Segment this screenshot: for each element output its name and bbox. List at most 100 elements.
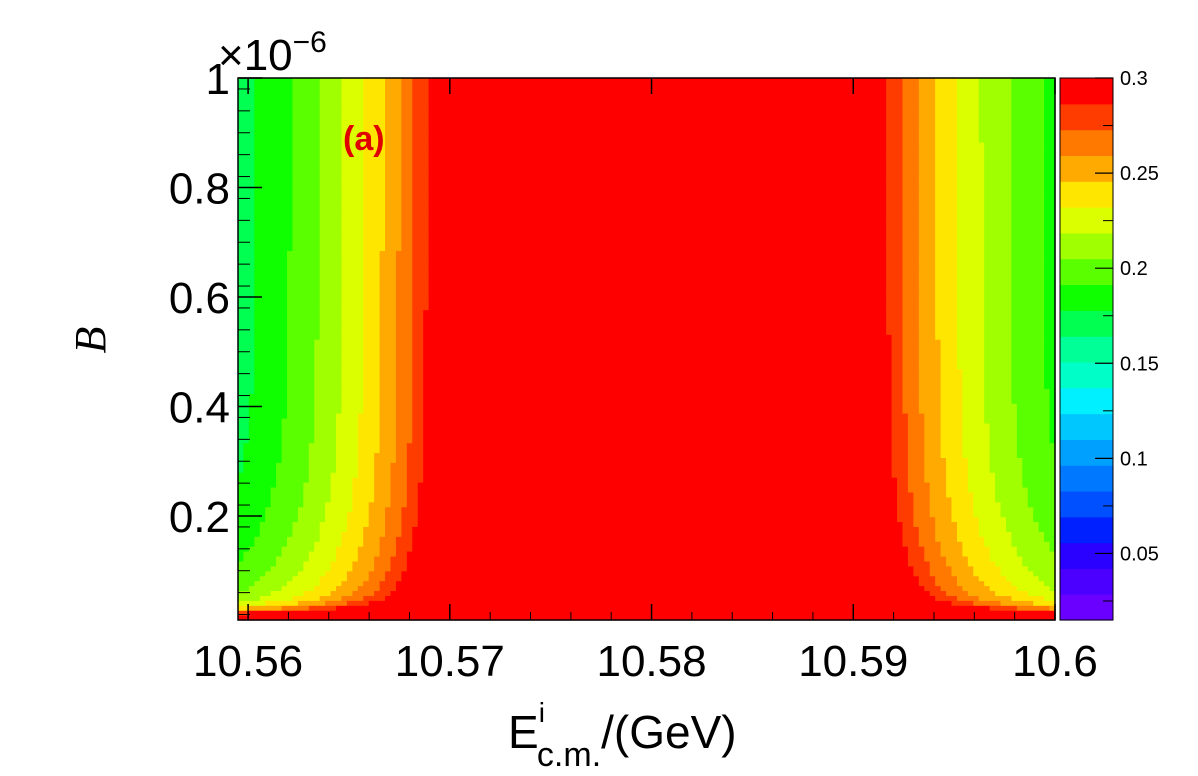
heatmap-cell	[483, 467, 489, 473]
heatmap-cell	[287, 172, 293, 178]
heatmap-cell	[309, 526, 315, 532]
heatmap-cell	[472, 413, 478, 419]
heatmap-cell	[472, 206, 478, 212]
heatmap-cell	[282, 482, 288, 488]
heatmap-cell	[369, 315, 375, 321]
heatmap-cell	[483, 502, 489, 508]
heatmap-cell	[369, 334, 375, 340]
heatmap-cell	[407, 167, 413, 173]
heatmap-cell	[243, 452, 249, 458]
heatmap-cell	[467, 443, 473, 449]
heatmap-cell	[325, 413, 331, 419]
heatmap-cell	[238, 452, 244, 458]
heatmap-cell	[467, 300, 473, 306]
heatmap-cell	[445, 295, 451, 301]
heatmap-cell	[369, 88, 375, 94]
heatmap-cell	[243, 196, 249, 202]
heatmap-cell	[314, 561, 320, 567]
heatmap-cell	[369, 319, 375, 325]
heatmap-cell	[276, 467, 282, 473]
heatmap-cell	[341, 280, 347, 286]
heatmap-cell	[276, 472, 282, 478]
heatmap-cell	[412, 369, 418, 375]
heatmap-cell	[445, 177, 451, 183]
heatmap-cell	[336, 98, 342, 104]
heatmap-cell	[450, 452, 456, 458]
heatmap-cell	[407, 369, 413, 375]
heatmap-cell	[412, 339, 418, 345]
heatmap-cell	[450, 492, 456, 498]
heatmap-cell	[358, 600, 364, 606]
heatmap-cell	[243, 191, 249, 197]
heatmap-cell	[483, 512, 489, 518]
heatmap-cell	[265, 566, 271, 572]
heatmap-cell	[429, 433, 435, 439]
heatmap-cell	[396, 250, 402, 256]
heatmap-cell	[478, 507, 484, 513]
heatmap-cell	[341, 403, 347, 409]
heatmap-cell	[287, 433, 293, 439]
heatmap-cell	[396, 83, 402, 89]
heatmap-cell	[347, 246, 353, 252]
heatmap-cell	[440, 162, 446, 168]
heatmap-cell	[336, 403, 342, 409]
heatmap-cell	[461, 369, 467, 375]
heatmap-cell	[303, 467, 309, 473]
heatmap-cell	[385, 507, 391, 513]
heatmap-cell	[434, 433, 440, 439]
heatmap-cell	[254, 418, 260, 424]
heatmap-cell	[380, 339, 386, 345]
heatmap-cell	[358, 521, 364, 527]
heatmap-cell	[461, 265, 467, 271]
heatmap-cell	[292, 196, 298, 202]
heatmap-cell	[347, 556, 353, 562]
heatmap-cell	[331, 88, 337, 94]
heatmap-cell	[450, 305, 456, 311]
heatmap-cell	[412, 78, 418, 84]
heatmap-cell	[423, 423, 429, 429]
heatmap-cell	[423, 260, 429, 266]
heatmap-cell	[401, 319, 407, 325]
heatmap-cell	[303, 83, 309, 89]
heatmap-cell	[282, 319, 288, 325]
heatmap-cell	[303, 497, 309, 503]
heatmap-cell	[358, 354, 364, 360]
heatmap-cell	[314, 398, 320, 404]
heatmap-cell	[472, 117, 478, 123]
heatmap-cell	[472, 610, 478, 616]
heatmap-cell	[429, 122, 435, 128]
heatmap-cell	[282, 462, 288, 468]
heatmap-cell	[254, 398, 260, 404]
heatmap-cell	[309, 595, 315, 601]
heatmap-cell	[352, 512, 358, 518]
heatmap-cell	[456, 482, 462, 488]
heatmap-cell	[336, 610, 342, 616]
heatmap-cell	[336, 576, 342, 582]
heatmap-cell	[243, 393, 249, 399]
heatmap-cell	[440, 438, 446, 444]
heatmap-cell	[309, 78, 315, 84]
heatmap-cell	[374, 497, 380, 503]
heatmap-cell	[254, 142, 260, 148]
heatmap-cell	[407, 438, 413, 444]
heatmap-cell	[407, 290, 413, 296]
heatmap-cell	[418, 167, 424, 173]
heatmap-cell	[303, 551, 309, 557]
heatmap-cell	[282, 226, 288, 232]
heatmap-cell	[478, 206, 484, 212]
heatmap-cell	[380, 88, 386, 94]
heatmap-cell	[254, 241, 260, 247]
heatmap-cell	[412, 334, 418, 340]
heatmap-cell	[341, 181, 347, 187]
heatmap-cell	[401, 433, 407, 439]
heatmap-cell	[331, 265, 337, 271]
heatmap-cell	[298, 551, 304, 557]
heatmap-cell	[265, 255, 271, 261]
heatmap-cell	[347, 408, 353, 414]
heatmap-cell	[434, 196, 440, 202]
heatmap-cell	[423, 507, 429, 513]
heatmap-cell	[331, 512, 337, 518]
heatmap-cell	[341, 428, 347, 434]
heatmap-cell	[336, 137, 342, 143]
heatmap-cell	[276, 590, 282, 596]
